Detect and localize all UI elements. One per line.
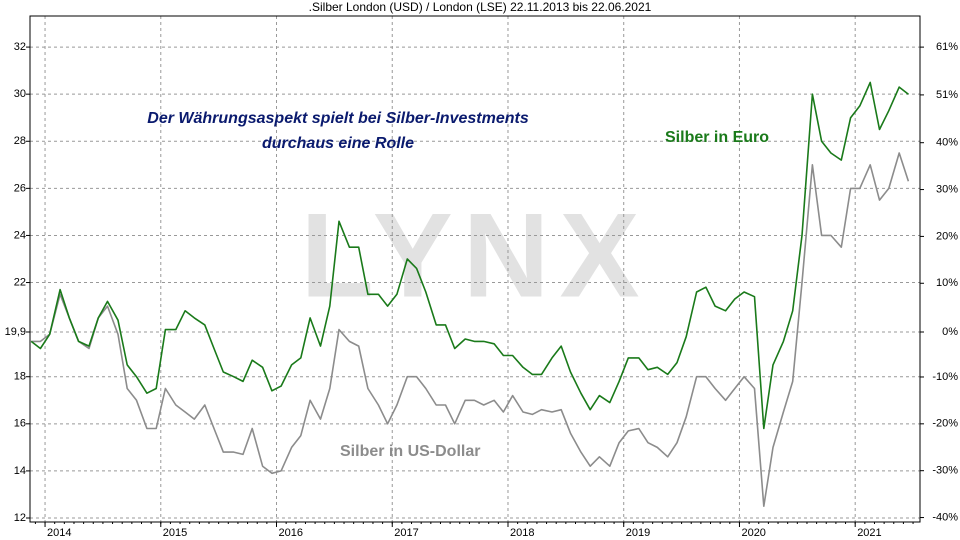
y-tick-label: 30 xyxy=(14,88,26,100)
y-tick-label: 32 xyxy=(14,41,26,53)
y-tick-label: 18 xyxy=(14,371,26,383)
x-tick-label: 2021 xyxy=(857,527,881,539)
series-label: Silber in Euro xyxy=(665,129,769,146)
y-tick-label: 16 xyxy=(14,418,26,430)
y-tick-label: 14 xyxy=(14,465,26,477)
y2-tick-label: -30% xyxy=(932,465,958,477)
y-tick-label: 12 xyxy=(14,512,26,524)
plot-frame xyxy=(29,15,921,523)
chart-title: .Silber London (USD) / London (LSE) 22.1… xyxy=(309,0,652,14)
y2-tick-label: -40% xyxy=(932,511,958,523)
y-tick-label: 22 xyxy=(14,276,26,288)
y2-tick-label: 20% xyxy=(936,230,958,242)
y2-tick-label: 40% xyxy=(936,137,958,149)
y2-tick-label: -20% xyxy=(932,418,958,430)
annotation: durchaus eine Rolle xyxy=(262,135,414,152)
y2-tick-label: 0% xyxy=(942,326,958,338)
x-tick-label: 2014 xyxy=(47,527,71,539)
y2-tick-label: 51% xyxy=(936,89,958,101)
y2-tick-label: 30% xyxy=(936,183,958,195)
y-tick-label: 28 xyxy=(14,135,26,147)
y2-tick-label: 10% xyxy=(936,277,958,289)
annotation: Der Währungsaspekt spielt bei Silber-Inv… xyxy=(147,110,529,127)
series-line xyxy=(31,152,910,507)
x-tick-label: 2015 xyxy=(163,527,187,539)
watermark: LYNX xyxy=(300,189,649,323)
y-tick-label: 26 xyxy=(14,182,26,194)
y2-tick-label: -10% xyxy=(932,371,958,383)
y-tick-label: 24 xyxy=(14,229,26,241)
x-tick-label: 2016 xyxy=(279,527,303,539)
y-tick-label: 19,9 xyxy=(5,326,26,338)
x-tick-label: 2019 xyxy=(626,527,650,539)
series-line xyxy=(30,81,909,430)
series-label: Silber in US-Dollar xyxy=(340,443,480,460)
plot-area xyxy=(30,16,920,522)
x-tick-label: 2017 xyxy=(394,527,418,539)
x-tick-label: 2020 xyxy=(741,527,765,539)
y2-tick-label: 61% xyxy=(936,41,958,53)
x-tick-label: 2018 xyxy=(510,527,534,539)
